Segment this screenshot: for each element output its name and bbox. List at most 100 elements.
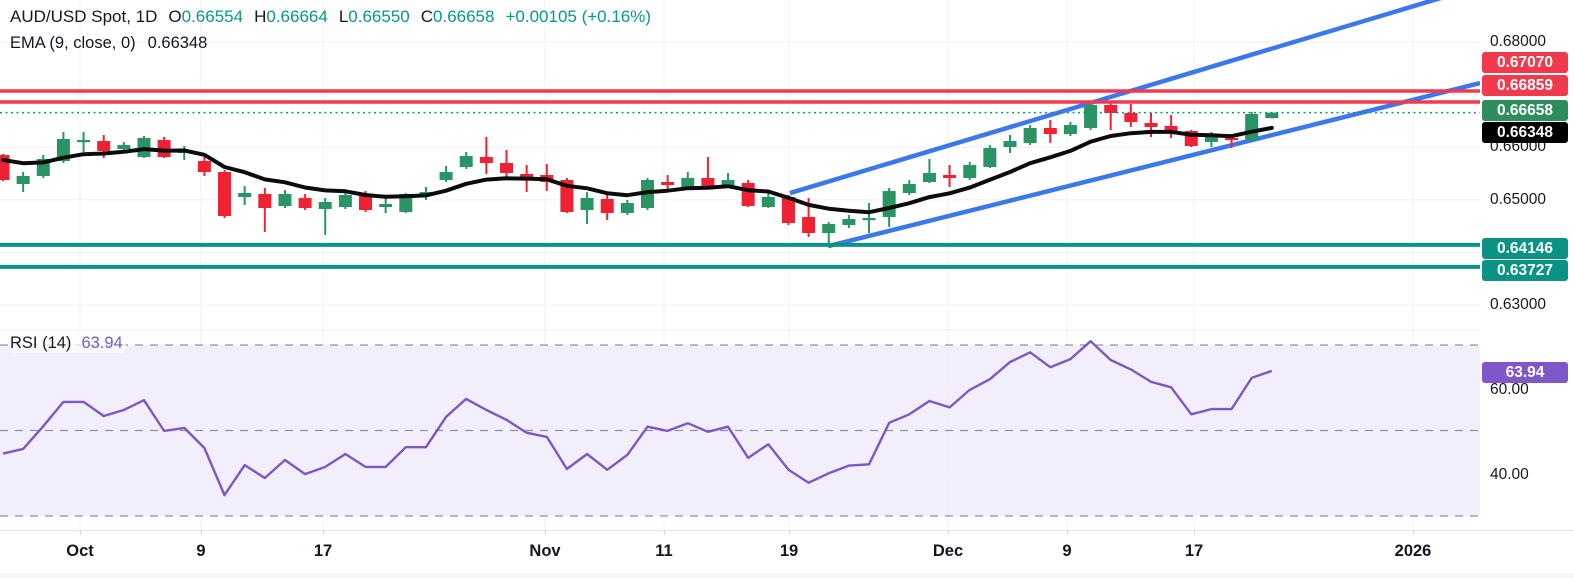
candle[interactable] bbox=[479, 157, 493, 163]
price-badge: 0.63727 bbox=[1482, 259, 1568, 281]
candle[interactable] bbox=[983, 148, 997, 167]
ohlc-close-key: C bbox=[420, 7, 434, 26]
candle[interactable] bbox=[1063, 125, 1077, 134]
price-axis[interactable]: 0.68000 0.66000 0.65000 0.63000 60.00 40.00 0.… bbox=[1480, 0, 1574, 530]
time-tick-mark bbox=[80, 531, 81, 535]
time-axis-label: 9 bbox=[1062, 542, 1072, 560]
ohlc-high-key: H bbox=[254, 7, 267, 26]
candle[interactable] bbox=[338, 195, 352, 207]
price-badge: 0.66658 bbox=[1482, 99, 1568, 121]
candle[interactable] bbox=[197, 161, 211, 172]
candle[interactable] bbox=[439, 172, 453, 180]
candle[interactable] bbox=[761, 197, 775, 207]
candle[interactable] bbox=[500, 163, 513, 173]
candle[interactable] bbox=[0, 155, 10, 180]
candle[interactable] bbox=[77, 140, 91, 143]
candle[interactable] bbox=[16, 176, 30, 184]
candle[interactable] bbox=[661, 182, 675, 185]
time-tick-mark bbox=[201, 531, 202, 535]
candle[interactable] bbox=[580, 198, 594, 210]
candle[interactable] bbox=[298, 198, 312, 208]
candle[interactable] bbox=[882, 191, 896, 217]
candle[interactable] bbox=[922, 173, 936, 182]
candle[interactable] bbox=[1245, 114, 1259, 140]
candle[interactable] bbox=[963, 165, 977, 178]
candle[interactable] bbox=[1104, 105, 1118, 113]
candle[interactable] bbox=[902, 184, 916, 193]
ohlc-high-value: 0.66664 bbox=[266, 7, 328, 26]
candle[interactable] bbox=[842, 219, 856, 225]
candle[interactable] bbox=[1225, 138, 1239, 141]
candle[interactable] bbox=[822, 224, 836, 233]
symbol-legend[interactable]: AUD/USD Spot, 1D O0.66554 H0.66664 L0.66550… bbox=[10, 7, 651, 27]
axis-label: 60.00 bbox=[1490, 381, 1529, 398]
ohlc-low-key: L bbox=[338, 7, 349, 26]
candle[interactable] bbox=[117, 145, 131, 149]
candle[interactable] bbox=[278, 194, 292, 206]
candle[interactable] bbox=[943, 175, 957, 178]
axis-label: 0.63000 bbox=[1490, 296, 1547, 313]
candle[interactable] bbox=[681, 178, 695, 187]
rsi-legend[interactable]: RSI (14) 63.94 bbox=[10, 334, 126, 353]
candle[interactable] bbox=[419, 192, 433, 195]
axis-label: 0.65000 bbox=[1490, 191, 1547, 208]
candle[interactable] bbox=[741, 183, 755, 206]
time-axis-label: 19 bbox=[779, 542, 799, 560]
axis-label: 40.00 bbox=[1490, 466, 1529, 483]
candle[interactable] bbox=[399, 194, 413, 212]
time-tick-mark bbox=[948, 531, 949, 535]
time-axis-label: Nov bbox=[529, 542, 561, 560]
candle[interactable] bbox=[802, 217, 816, 233]
candle[interactable] bbox=[258, 194, 272, 208]
ema-line[interactable] bbox=[1, 125, 1274, 215]
candle[interactable] bbox=[1144, 123, 1158, 127]
axis-label: 0.68000 bbox=[1490, 33, 1547, 50]
time-tick-mark bbox=[789, 531, 790, 535]
time-axis[interactable]: Oct 9 17 Nov 11 19 Dec 9 17 2026 bbox=[0, 530, 1574, 578]
rsi-badge: 63.94 bbox=[1482, 361, 1568, 383]
time-axis-label: 17 bbox=[313, 542, 333, 560]
candle[interactable] bbox=[97, 141, 111, 151]
candle[interactable] bbox=[862, 218, 876, 221]
channel-lower[interactable] bbox=[827, 80, 1480, 249]
ema-legend[interactable]: EMA (9, close, 0) 0.66348 bbox=[10, 34, 207, 53]
candle[interactable] bbox=[359, 194, 373, 210]
candle[interactable] bbox=[1265, 112, 1279, 119]
candle[interactable] bbox=[318, 202, 332, 209]
candle[interactable] bbox=[1204, 137, 1218, 142]
rsi-line[interactable] bbox=[2, 340, 1273, 497]
candle[interactable] bbox=[157, 140, 171, 157]
time-axis-label: 2026 bbox=[1394, 542, 1432, 560]
change-value: +0.00105 (+0.16%) bbox=[505, 7, 652, 26]
candle[interactable] bbox=[459, 156, 473, 167]
candle[interactable] bbox=[218, 172, 232, 216]
candle[interactable] bbox=[379, 204, 393, 207]
price-badge: 0.66859 bbox=[1482, 74, 1568, 96]
ema-label: EMA (9, close, 0) bbox=[10, 34, 136, 52]
candle[interactable] bbox=[1164, 126, 1178, 132]
time-axis-label: 11 bbox=[655, 542, 673, 560]
candle[interactable] bbox=[1124, 113, 1138, 122]
candle[interactable] bbox=[1003, 141, 1017, 147]
candle[interactable] bbox=[1043, 128, 1057, 134]
time-axis-label: 17 bbox=[1184, 542, 1204, 560]
price-badge: 0.67070 bbox=[1482, 51, 1568, 73]
candle[interactable] bbox=[238, 193, 252, 197]
candle[interactable] bbox=[1023, 128, 1037, 143]
time-axis-label: 9 bbox=[196, 542, 206, 560]
time-tick-mark bbox=[545, 531, 546, 535]
candle[interactable] bbox=[1084, 105, 1098, 128]
candle[interactable] bbox=[600, 199, 614, 213]
price-badge: 0.64146 bbox=[1482, 237, 1568, 259]
channel-upper[interactable] bbox=[789, 0, 1480, 196]
rsi-value: 63.94 bbox=[81, 334, 123, 352]
candle[interactable] bbox=[620, 203, 634, 213]
ohlc-open-key: O bbox=[168, 7, 182, 26]
rsi-label: RSI (14) bbox=[10, 334, 72, 352]
candle[interactable] bbox=[781, 197, 795, 223]
candle[interactable] bbox=[721, 180, 735, 186]
candle[interactable] bbox=[701, 178, 715, 186]
time-axis-label: Dec bbox=[932, 542, 964, 560]
ohlc-low-value: 0.66550 bbox=[348, 7, 410, 26]
